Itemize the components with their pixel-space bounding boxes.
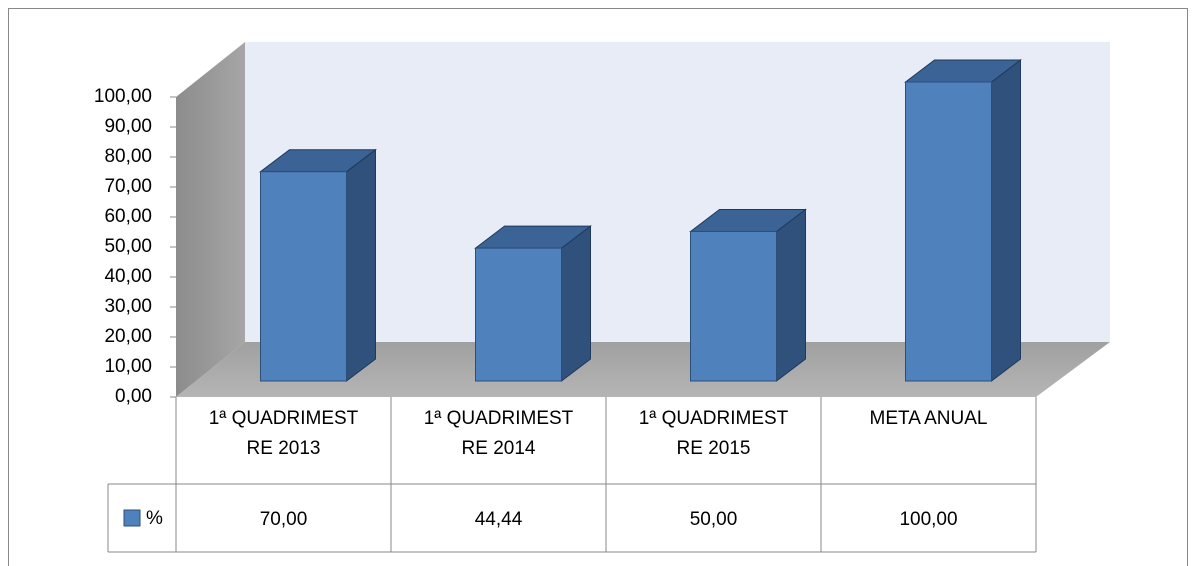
chart-border — [8, 8, 1188, 566]
y-tick-label: 50,00 — [104, 236, 152, 257]
y-tick-label: 10,00 — [104, 356, 152, 377]
y-tick-label: 30,00 — [104, 296, 152, 317]
x-tick-label: META ANUAL — [869, 408, 988, 429]
bar-side — [346, 148, 376, 383]
y-tick-label: 80,00 — [104, 146, 152, 167]
back-wall — [245, 42, 1110, 342]
x-tick-label: 1ª QUADRIMESTRE 2014 — [423, 408, 574, 459]
bar-side — [561, 225, 591, 383]
floor — [176, 342, 1110, 397]
data-label: 50,00 — [690, 509, 738, 530]
y-tick-label: 90,00 — [104, 116, 152, 137]
bar — [475, 247, 562, 382]
data-label: 44,44 — [475, 509, 523, 530]
legend-swatch — [123, 509, 141, 527]
data-label: 70,00 — [260, 509, 308, 530]
y-tick-label: 70,00 — [104, 176, 152, 197]
bar — [905, 81, 992, 382]
y-tick-label: 20,00 — [104, 326, 152, 347]
data-label: 100,00 — [899, 509, 957, 530]
x-tick-label: 1ª QUADRIMESTRE 2015 — [638, 408, 789, 459]
side-wall — [176, 42, 245, 397]
y-tick-label: 100,00 — [94, 86, 152, 107]
y-tick-label: 0,00 — [115, 386, 152, 407]
bar — [260, 171, 347, 382]
bar — [690, 231, 777, 382]
y-tick-label: 60,00 — [104, 206, 152, 227]
x-tick-label: 1ª QUADRIMESTRE 2013 — [208, 408, 359, 459]
y-tick-label: 40,00 — [104, 266, 152, 287]
bar-side — [991, 58, 1021, 383]
bar-side — [776, 208, 806, 383]
legend-label: % — [146, 508, 163, 529]
